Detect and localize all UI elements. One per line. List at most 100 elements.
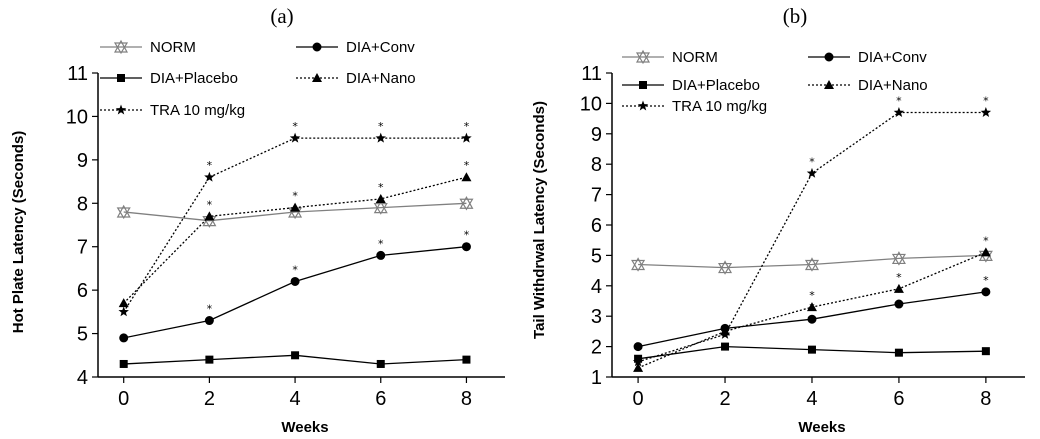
panel-a-x-tick-label: 6	[375, 388, 386, 410]
panel-b-y-tick-label: 7	[591, 185, 602, 207]
panel-b-legend-marker-tra-10-mg-kg	[637, 100, 649, 111]
panel-b-significance-star: *	[983, 234, 989, 247]
panel-b-y-tick-label: 4	[591, 276, 602, 298]
panel-b-legend-item-tra-10-mg-kg: TRA 10 mg/kg	[622, 98, 767, 115]
panel-b-point-tra-10-mg-kg	[632, 356, 644, 367]
panel-a-y-tick-label: 10	[66, 106, 88, 128]
panel-b-point-dia-placebo	[981, 347, 990, 356]
panel-a-y-tick-label: 5	[77, 324, 88, 346]
panel-a-legend-marker-dia-placebo	[117, 74, 125, 82]
chart-panel-b: (b) Weeks Tail Withdrwal Latency (Second…	[531, 4, 1025, 436]
panel-b-legend-marker-dia-placebo	[639, 81, 647, 89]
panel-a-significance-star: *	[207, 159, 213, 172]
panel-a-significance-star: *	[292, 120, 298, 133]
panel-a-significance-star: *	[207, 198, 213, 211]
panel-b-series-tra-10-mg-kg: * * *	[632, 95, 992, 367]
panel-b-point-tra-10-mg-kg	[806, 167, 818, 178]
panel-a-y-tick-label: 6	[77, 280, 88, 302]
panel-a-series-dia-placebo	[119, 351, 471, 368]
panel-a-y-tick-label: 9	[77, 150, 88, 172]
panel-a-point-dia-conv	[119, 333, 129, 343]
panel-a-y-tick-label: 11	[67, 63, 88, 85]
panel-b-point-dia-placebo	[721, 342, 730, 351]
panel-b-legend-marker-norm	[635, 49, 651, 65]
panel-b-y-tick-label: 9	[591, 124, 602, 146]
panel-b-legend-label-tra-10-mg-kg: TRA 10 mg/kg	[672, 98, 767, 115]
panel-a-y-tick-label: 7	[77, 237, 88, 259]
panel-a-point-dia-placebo	[119, 359, 128, 368]
panel-a-legend-marker-norm	[113, 39, 129, 55]
panel-a-legend-label-dia-conv: DIA+Conv	[346, 39, 415, 56]
panel-a-point-dia-nano	[461, 172, 472, 182]
panel-a-legend-marker-dia-nano	[312, 73, 322, 82]
panel-b-y-tick-label: 5	[591, 245, 602, 267]
panel-b-y-tick-label: 3	[591, 306, 602, 328]
panel-b-y-tick-label: 8	[591, 154, 602, 176]
panel-b-series-line-tra-10-mg-kg	[637, 111, 986, 363]
panel-a-series-tra-10-mg-kg: * * * *	[118, 120, 472, 317]
panel-a-legend-label-tra-10-mg-kg: TRA 10 mg/kg	[150, 102, 245, 119]
panel-b-axes: 1 2 3 4 5 6 7 8 9 10 11 0 2 4 6 8	[580, 63, 1025, 410]
panel-a-point-tra-10-mg-kg	[461, 132, 472, 143]
panel-a-point-tra-10-mg-kg	[204, 171, 215, 182]
panel-a-legend-item-norm: NORM	[100, 39, 196, 56]
panel-b-y-axis-title: Tail Withdrwal Latency (Seconds)	[531, 101, 548, 339]
panel-b-x-tick-label: 6	[893, 388, 904, 410]
panel-a-significance-star: *	[378, 181, 384, 194]
panel-a-point-dia-placebo	[462, 355, 471, 364]
panel-a-label: (a)	[270, 4, 293, 28]
panel-a-legend-item-dia-conv: DIA+Conv	[296, 39, 415, 56]
panel-b-legend-label-dia-nano: DIA+Nano	[858, 77, 928, 94]
panel-a-point-dia-nano	[204, 211, 215, 221]
panel-a-series: * * * * * * * * * * * *	[116, 120, 474, 368]
panel-b-significance-star: *	[896, 271, 902, 284]
panel-b-x-tick-label: 8	[980, 388, 991, 410]
panel-a-point-dia-nano	[290, 202, 301, 212]
panel-a-legend-item-dia-nano: DIA+Nano	[296, 70, 416, 87]
panel-a-x-tick-label: 4	[290, 388, 301, 410]
panel-b-point-tra-10-mg-kg	[980, 107, 992, 117]
panel-a-legend-label-dia-placebo: DIA+Placebo	[150, 70, 238, 87]
panel-a-legend-label-norm: NORM	[150, 39, 196, 56]
panel-a-point-dia-conv	[376, 250, 386, 260]
panel-a-significance-star: *	[292, 190, 298, 203]
panel-b-y-tick-label: 10	[580, 93, 602, 115]
panel-a-series-line-dia-conv	[123, 246, 467, 339]
panel-b-point-dia-nano	[633, 362, 644, 372]
panel-b-significance-star: *	[896, 95, 902, 108]
panel-b-x-tick-label: 2	[719, 388, 730, 410]
panel-b-significance-star: *	[809, 155, 815, 168]
panel-b-point-dia-conv	[633, 342, 643, 352]
panel-a-point-dia-conv	[290, 276, 300, 286]
panel-b-point-dia-nano	[893, 283, 904, 293]
panel-b-series-dia-conv: * * *	[633, 274, 991, 352]
panel-a-significance-star: *	[464, 229, 470, 242]
panel-b-significance-star: *	[809, 289, 815, 302]
panel-b-x-axis-title: Weeks	[798, 419, 845, 436]
panel-a-point-dia-nano	[118, 298, 129, 308]
panel-b-y-tick-label: 2	[591, 337, 602, 359]
panel-b-series-dia-placebo	[634, 342, 990, 363]
panel-a-legend-item-dia-placebo: DIA+Placebo	[100, 70, 238, 87]
panel-b-label: (b)	[783, 4, 808, 28]
panel-b-point-dia-nano	[980, 247, 991, 257]
panel-b-series-norm	[631, 248, 993, 275]
panel-b-point-dia-placebo	[807, 345, 816, 354]
panel-b-point-tra-10-mg-kg	[719, 328, 731, 339]
panel-a-point-norm	[373, 200, 388, 215]
panel-a-legend-label-dia-nano: DIA+Nano	[346, 70, 416, 87]
panel-b-legend-label-norm: NORM	[672, 49, 718, 66]
panel-a-significance-star: *	[464, 159, 470, 172]
panel-b-point-norm	[804, 257, 820, 272]
chart-panel-a: (a) Weeks Hot Plate Latency (Seconds) 4 5…	[10, 4, 505, 436]
panel-a-point-dia-placebo	[205, 355, 214, 364]
panel-a-significance-star: *	[378, 120, 384, 133]
panel-a-point-dia-conv	[204, 316, 214, 326]
panel-b-legend-item-norm: NORM	[622, 49, 718, 66]
panel-a-x-tick-label: 2	[204, 388, 215, 410]
panel-b-legend: NORM DIA+Conv DIA+Placebo DIA+Nano TRA 10 mg…	[622, 49, 928, 115]
panel-a-legend-marker-dia-conv	[312, 42, 322, 52]
panel-a-y-tick-label: 8	[77, 193, 88, 215]
panel-b-legend-marker-dia-nano	[824, 80, 834, 89]
